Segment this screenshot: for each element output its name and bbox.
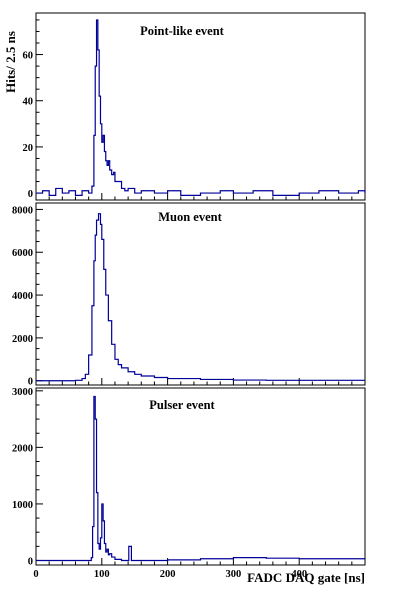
y-tick-label: 0 — [28, 189, 33, 200]
panel-frame — [35, 387, 366, 566]
panel-2: 0 2000 4000 6000 8000 Muon event — [12, 202, 366, 388]
panel-frame — [35, 202, 366, 386]
x-tick-label: 100 — [94, 569, 110, 580]
y-tick-label: 0 — [28, 556, 33, 567]
y-tick-label: 2000 — [12, 334, 33, 345]
y-tick-label: 3000 — [12, 387, 33, 398]
y-tick-label: 0 — [28, 377, 33, 388]
panel-3: 0 100 200 300 400 0 1000 2000 3000 Pulser event — [12, 387, 366, 580]
y-tick-label: 40 — [23, 97, 34, 108]
y-tick-label: 8000 — [12, 205, 33, 216]
series-line — [36, 395, 366, 562]
y-axis-label: Hits/ 2.5 ns — [3, 31, 18, 93]
panel-1: 0 20 40 60 Point-like event — [23, 12, 366, 201]
series-line — [36, 213, 365, 382]
x-tick-label: 0 — [33, 569, 38, 580]
y-tick-label: 60 — [23, 51, 34, 62]
x-tick-label: 200 — [160, 569, 176, 580]
x-tick-label: 300 — [226, 569, 242, 580]
y-tick-label: 1000 — [12, 500, 33, 511]
x-tick-label: 400 — [291, 569, 307, 580]
y-tick-label: 6000 — [12, 248, 33, 259]
panel-frame — [35, 12, 366, 201]
y-tick-label: 20 — [23, 143, 34, 154]
x-axis-label: FADC DAQ gate [ns] — [247, 570, 365, 585]
panel-title: Pulser event — [149, 398, 215, 412]
panel-title: Point-like event — [140, 24, 225, 38]
series-line — [36, 19, 366, 196]
y-tick-label: 4000 — [12, 291, 33, 302]
panel-title: Muon event — [158, 210, 222, 224]
y-tick-label: 2000 — [12, 443, 33, 454]
